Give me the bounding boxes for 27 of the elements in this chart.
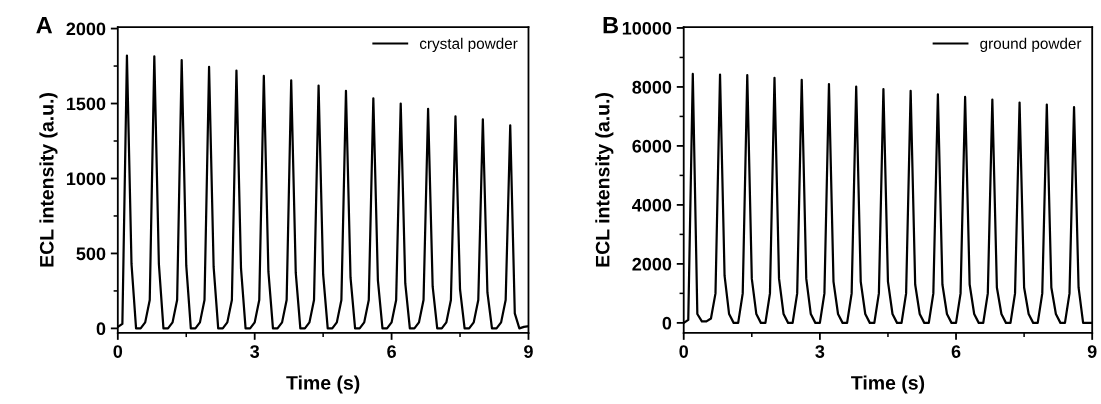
x-tick-label: 6 (951, 345, 961, 358)
y-tick-label: 0 (662, 316, 672, 330)
y-tick-label: 4000 (632, 198, 672, 212)
x-tick-label: 3 (815, 345, 825, 358)
y-tick-label: 8000 (632, 80, 672, 94)
x-tick-label: 3 (250, 345, 260, 358)
x-axis-title: Time (s) (286, 375, 360, 394)
text: A (36, 16, 53, 34)
y-tick-label: 2000 (66, 22, 106, 36)
x-tick-label: 0 (679, 345, 688, 358)
x-axis-title: Time (s) (851, 375, 925, 394)
x-tick-label: 9 (524, 345, 533, 358)
y-tick-label: 1000 (66, 172, 106, 186)
y-tick-label: 1500 (66, 97, 106, 111)
text: B (603, 16, 618, 34)
y-tick-label: 2000 (632, 257, 672, 271)
legend-label: crystal powder (419, 37, 518, 52)
y-axis-title: ECL intensity (a.u.) (595, 93, 614, 267)
x-tick-label: 0 (113, 345, 123, 358)
y-tick-label: 10000 (622, 21, 672, 35)
x-tick-label: 6 (387, 345, 396, 358)
legend-label: ground powder (980, 37, 1082, 52)
y-tick-label: 0 (96, 322, 106, 336)
y-tick-label: 6000 (632, 139, 672, 153)
y-tick-label: 500 (76, 247, 106, 261)
x-tick-label: 9 (1087, 345, 1097, 358)
y-axis-title: ECL intensity (a.u.) (39, 93, 58, 267)
